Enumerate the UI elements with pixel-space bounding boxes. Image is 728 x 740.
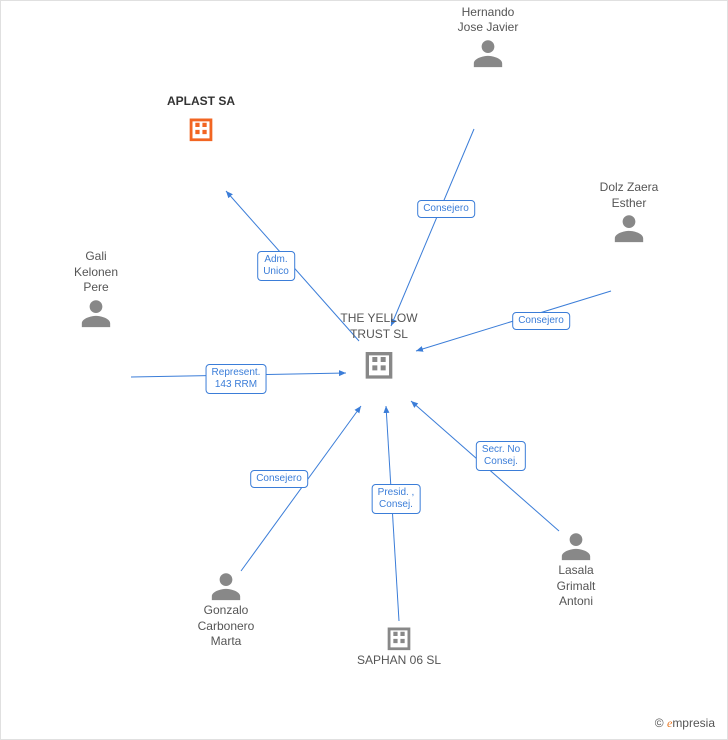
edge-label: Secr. No Consej. [476, 441, 526, 471]
node[interactable]: Gali Kelonen Pere [46, 249, 146, 330]
node[interactable]: Dolz Zaera Esther [579, 180, 679, 245]
edge-label: Consejero [512, 312, 570, 330]
edge-label: Represent. 143 RRM [206, 364, 267, 394]
node-label: Dolz Zaera Esther [600, 180, 659, 210]
edge-label: Consejero [417, 200, 475, 218]
node[interactable]: Lasala Grimalt Antoni [526, 529, 626, 610]
edge [391, 129, 474, 326]
person-icon [471, 36, 505, 70]
node-label: THE YELLOW TRUST SL [340, 311, 417, 341]
building-icon [359, 342, 399, 382]
building-icon [184, 110, 218, 144]
node-label: Lasala Grimalt Antoni [557, 563, 596, 608]
node-label: Gali Kelonen Pere [74, 249, 118, 294]
node-label: SAPHAN 06 SL [357, 653, 441, 667]
edge [241, 406, 361, 571]
node-label: Gonzalo Carbonero Marta [198, 603, 255, 648]
node-label: Candial Hernando Jose Javier [458, 0, 519, 34]
brand-rest: mpresia [672, 716, 715, 730]
person-icon [209, 569, 243, 603]
node-highlight[interactable]: APLAST SA [151, 94, 251, 144]
node[interactable]: Candial Hernando Jose Javier [438, 0, 538, 70]
node-label: APLAST SA [167, 94, 235, 108]
edge-label: Presid. , Consej. [372, 484, 421, 514]
node[interactable]: Gonzalo Carbonero Marta [176, 569, 276, 650]
node-center[interactable]: THE YELLOW TRUST SL [324, 311, 434, 382]
footer-credit: © empresia [655, 716, 715, 731]
building-icon [382, 619, 416, 653]
edge-label: Consejero [250, 470, 308, 488]
node[interactable]: SAPHAN 06 SL [349, 619, 449, 669]
copyright-symbol: © [655, 716, 664, 730]
network-diagram: THE YELLOW TRUST SL APLAST SA Candial Hern… [0, 0, 728, 740]
person-icon [79, 296, 113, 330]
person-icon [612, 211, 646, 245]
edge-label: Adm. Unico [257, 251, 295, 281]
person-icon [559, 529, 593, 563]
